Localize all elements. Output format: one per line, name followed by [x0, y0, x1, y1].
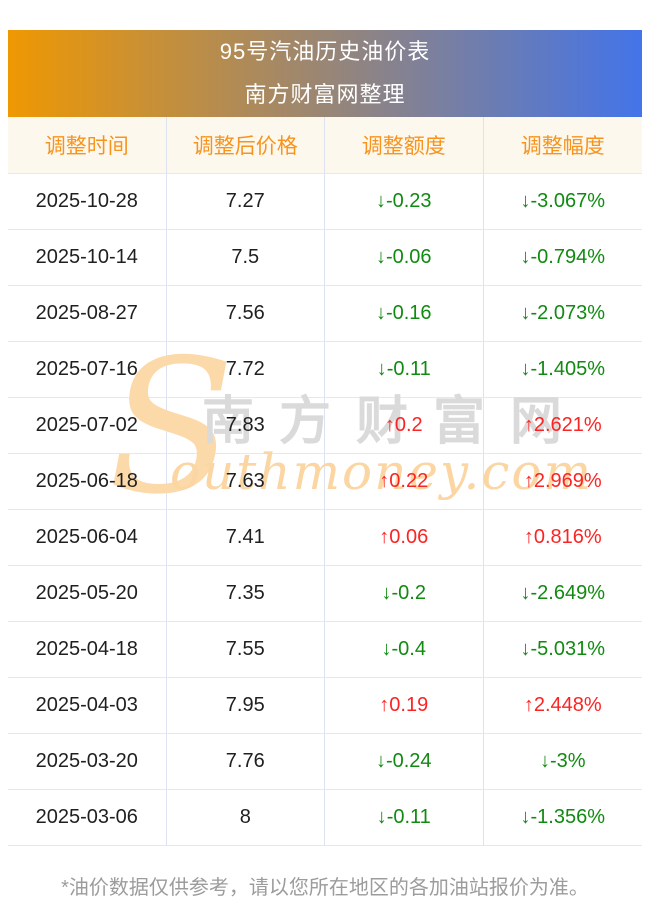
- cell-change: ↑0.19: [325, 678, 484, 734]
- cell-date: 2025-10-14: [8, 230, 167, 286]
- cell-date: 2025-10-28: [8, 174, 167, 230]
- cell-pct: ↓-3.067%: [483, 174, 642, 230]
- cell-date: 2025-04-03: [8, 678, 167, 734]
- header-cell-pct: 调整幅度: [483, 117, 642, 174]
- cell-date: 2025-06-04: [8, 510, 167, 566]
- price-table-header: 调整时间 调整后价格 调整额度 调整幅度: [8, 117, 642, 174]
- cell-date: 2025-04-18: [8, 622, 167, 678]
- cell-change: ↑0.22: [325, 454, 484, 510]
- cell-pct: ↑2.621%: [483, 398, 642, 454]
- page-title: 95号汽油历史油价表: [219, 39, 431, 64]
- cell-change: ↓-0.11: [325, 790, 484, 846]
- table-row: 2025-06-04 7.41 ↑0.06 ↑0.816%: [8, 510, 642, 566]
- cell-change: ↑0.2: [325, 398, 484, 454]
- table-row: 2025-03-06 8 ↓-0.11 ↓-1.356%: [8, 790, 642, 846]
- cell-date: 2025-07-02: [8, 398, 167, 454]
- cell-price: 7.95: [166, 678, 325, 734]
- cell-price: 7.5: [166, 230, 325, 286]
- cell-price: 7.56: [166, 286, 325, 342]
- cell-change: ↑0.06: [325, 510, 484, 566]
- table-row: 2025-08-27 7.56 ↓-0.16 ↓-2.073%: [8, 286, 642, 342]
- table-row: 2025-10-28 7.27 ↓-0.23 ↓-3.067%: [8, 174, 642, 230]
- footer-note: *油价数据仅供参考，请以您所在地区的各加油站报价为准。: [61, 877, 589, 899]
- cell-change: ↓-0.11: [325, 342, 484, 398]
- table-row: 2025-04-03 7.95 ↑0.19 ↑2.448%: [8, 678, 642, 734]
- price-table: 调整时间 调整后价格 调整额度 调整幅度 2025-10-28 7.27 ↓-0.2…: [8, 117, 642, 846]
- header-cell-pct-label: 调整幅度: [520, 135, 605, 158]
- cell-pct: ↓-0.794%: [483, 230, 642, 286]
- header-cell-price-label: 调整后价格: [192, 135, 298, 158]
- cell-price: 7.27: [166, 174, 325, 230]
- table-row: 2025-10-14 7.5 ↓-0.06 ↓-0.794%: [8, 230, 642, 286]
- table-row: 2025-03-20 7.76 ↓-0.24 ↓-3%: [8, 734, 642, 790]
- cell-date: 2025-03-06: [8, 790, 167, 846]
- cell-change: ↓-0.2: [325, 566, 484, 622]
- header-cell-change-label: 调整额度: [361, 135, 446, 158]
- cell-change: ↓-0.23: [325, 174, 484, 230]
- cell-price: 7.72: [166, 342, 325, 398]
- cell-price: 7.41: [166, 510, 325, 566]
- cell-date: 2025-03-20: [8, 734, 167, 790]
- cell-pct: ↑2.448%: [483, 678, 642, 734]
- cell-price: 7.55: [166, 622, 325, 678]
- cell-pct: ↓-2.073%: [483, 286, 642, 342]
- header-cell-date-label: 调整时间: [44, 135, 129, 158]
- cell-change: ↓-0.06: [325, 230, 484, 286]
- cell-change: ↓-0.16: [325, 286, 484, 342]
- cell-pct: ↑2.969%: [483, 454, 642, 510]
- cell-pct: ↓-1.405%: [483, 342, 642, 398]
- cell-date: 2025-07-16: [8, 342, 167, 398]
- cell-date: 2025-06-18: [8, 454, 167, 510]
- cell-date: 2025-08-27: [8, 286, 167, 342]
- cell-price: 7.63: [166, 454, 325, 510]
- cell-pct: ↓-5.031%: [483, 622, 642, 678]
- table-rows: 2025-10-28 7.27 ↓-0.23 ↓-3.067% 2025-10-14 7.…: [8, 174, 642, 846]
- cell-change: ↓-0.24: [325, 734, 484, 790]
- table-row: 2025-05-20 7.35 ↓-0.2 ↓-2.649%: [8, 566, 642, 622]
- header-cell-date: 调整时间: [8, 117, 167, 174]
- cell-pct: ↑0.816%: [483, 510, 642, 566]
- table-row: 2025-07-02 7.83 ↑0.2 ↑2.621%: [8, 398, 642, 454]
- cell-date: 2025-05-20: [8, 566, 167, 622]
- cell-price: 7.76: [166, 734, 325, 790]
- cell-price: 8: [166, 790, 325, 846]
- cell-pct: ↓-2.649%: [483, 566, 642, 622]
- cell-pct: ↓-3%: [483, 734, 642, 790]
- table-row: 2025-04-18 7.55 ↓-0.4 ↓-5.031%: [8, 622, 642, 678]
- cell-pct: ↓-1.356%: [483, 790, 642, 846]
- table-row: 2025-07-16 7.72 ↓-0.11 ↓-1.405%: [8, 342, 642, 398]
- cell-price: 7.83: [166, 398, 325, 454]
- header-cell-change: 调整额度: [325, 117, 484, 174]
- cell-change: ↓-0.4: [325, 622, 484, 678]
- cell-price: 7.35: [166, 566, 325, 622]
- table-row: 2025-06-18 7.63 ↑0.22 ↑2.969%: [8, 454, 642, 510]
- title-banner: 95号汽油历史油价表 南方财富网整理: [8, 30, 642, 117]
- header-cell-price: 调整后价格: [166, 117, 325, 174]
- page-subtitle: 南方财富网整理: [244, 82, 406, 107]
